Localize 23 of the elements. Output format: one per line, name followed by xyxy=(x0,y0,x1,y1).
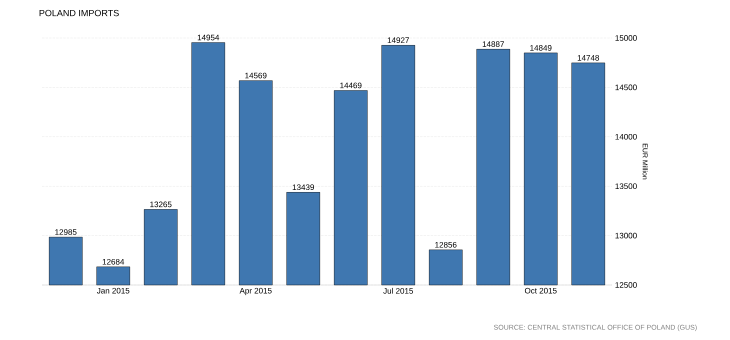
data-label: 12684 xyxy=(102,258,124,265)
y-tick-label: 14000 xyxy=(615,134,637,140)
data-label: 14887 xyxy=(482,41,504,47)
data-label: 12985 xyxy=(55,229,77,235)
chart-title: POLAND IMPORTS xyxy=(40,10,119,16)
data-label: 14927 xyxy=(388,37,409,44)
y-tick-label: 14500 xyxy=(615,84,637,90)
data-label: 14748 xyxy=(578,55,600,61)
data-label: 12856 xyxy=(435,242,457,248)
y-tick-label: 13500 xyxy=(615,183,637,190)
data-label: 14849 xyxy=(530,45,552,51)
data-label: 14569 xyxy=(245,72,267,78)
x-tick-label: Jan 2015 xyxy=(96,288,130,294)
y-tick-label: 13000 xyxy=(615,232,637,238)
x-tick-label: Apr 2015 xyxy=(240,288,272,296)
y-tick-label: 15000 xyxy=(615,35,637,41)
x-tick-label: Jul 2015 xyxy=(383,288,414,294)
data-label: 14469 xyxy=(340,82,362,88)
data-label: 14954 xyxy=(198,34,220,40)
x-tick-label: Oct 2015 xyxy=(524,288,557,294)
data-label: 13439 xyxy=(292,184,314,190)
data-label: 13265 xyxy=(150,202,172,208)
y-tick-label: 12500 xyxy=(615,282,637,288)
